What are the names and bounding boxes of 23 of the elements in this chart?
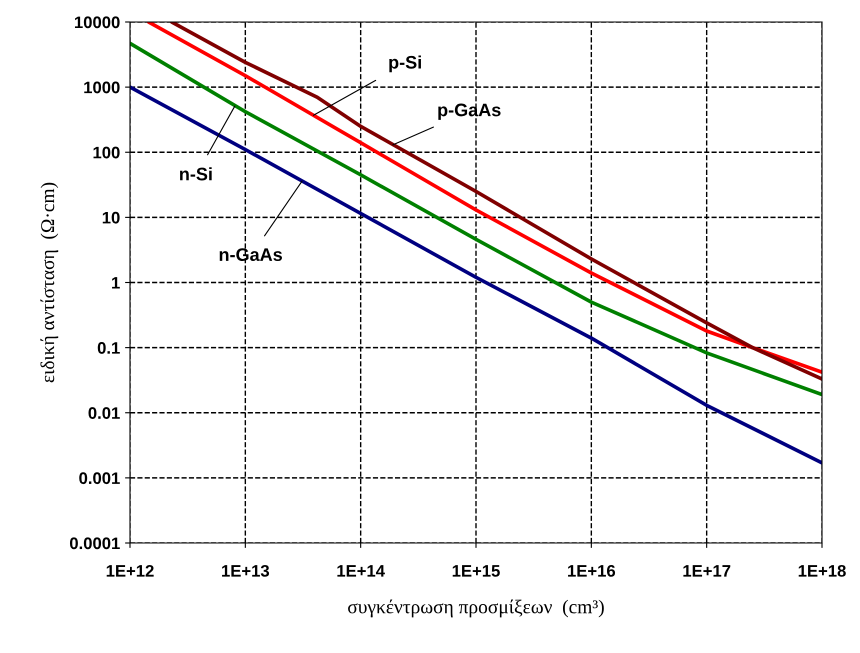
y-tick-label: 1 — [112, 277, 120, 289]
y-axis-title: ειδική αντίσταση (Ω·cm) — [40, 182, 58, 382]
annotation: n-Si — [180, 167, 212, 180]
x-tick-label: 1E+14 — [337, 565, 385, 577]
x-axis-title: συγκέντρωση προσμίξεων (cm³) — [348, 600, 604, 618]
y-tick-label: 0.1 — [98, 342, 120, 354]
line-series — [130, 85, 822, 465]
y-tick-label: 10 — [102, 212, 120, 224]
y-tick-label: 100 — [94, 146, 120, 158]
y-tick-label: 0.001 — [79, 472, 120, 484]
annotation: n-GaAs — [220, 248, 282, 261]
annotation: p-Si — [389, 55, 421, 72]
x-tick-label: 1E+18 — [798, 564, 846, 577]
y-tick-label: 10000 — [74, 16, 120, 28]
y-tick-label: 0.0001 — [70, 537, 120, 550]
x-tick-label: 1E+17 — [683, 565, 730, 577]
x-tick-label: 1E+13 — [222, 564, 270, 577]
x-tick-label: 1E+12 — [106, 564, 154, 577]
y-tick-label: 0.01 — [88, 407, 120, 419]
annotation: p-GaAs — [438, 104, 501, 120]
x-tick-label: 1E+16 — [568, 564, 616, 577]
x-tick-label: 1E+15 — [452, 565, 500, 577]
y-tick-label: 1000 — [84, 82, 120, 94]
